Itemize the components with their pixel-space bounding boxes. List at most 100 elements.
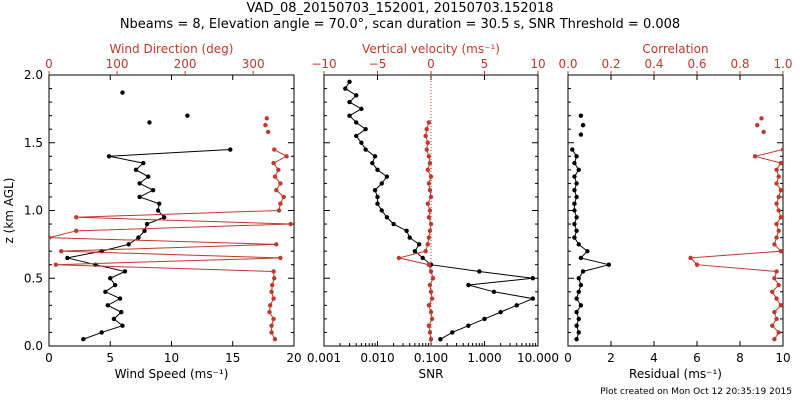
- data-point: [585, 248, 590, 254]
- data-point: [375, 167, 380, 173]
- series-correlation: [688, 147, 783, 342]
- series-line: [689, 149, 783, 340]
- data-point: [466, 282, 471, 288]
- data-point: [498, 309, 503, 315]
- data-point: [427, 187, 433, 193]
- data-point: [428, 309, 434, 315]
- data-point: [572, 201, 577, 206]
- series-residual-isolated-: [578, 113, 586, 137]
- data-point: [136, 235, 141, 240]
- data-point: [774, 316, 779, 322]
- panel-residual: 0 2 4 6 8 10 Residual (ms⁻¹) 0.0 0.2 0.4 0.6 0.8 1.0…: [558, 42, 792, 381]
- data-point: [778, 303, 783, 308]
- data-point: [778, 215, 783, 220]
- top-tick-label: 0.2: [601, 57, 620, 71]
- data-point: [147, 120, 152, 125]
- data-point: [276, 208, 282, 213]
- data-point: [278, 255, 283, 261]
- data-point: [774, 269, 779, 274]
- data-point: [271, 160, 276, 166]
- data-point: [272, 276, 277, 281]
- plot-frame: [567, 74, 784, 347]
- data-point: [370, 160, 375, 166]
- data-point: [776, 330, 781, 335]
- data-point: [429, 296, 435, 301]
- data-point: [574, 309, 579, 315]
- bottom-axis-label: Residual (ms⁻¹): [629, 367, 722, 381]
- data-point: [774, 201, 779, 206]
- bottom-tick-label: 2: [607, 351, 615, 365]
- data-point: [111, 316, 117, 322]
- top-tick-label: 0.4: [644, 57, 663, 71]
- data-point: [759, 116, 764, 121]
- top-axis-label: Wind Direction (deg): [110, 42, 234, 56]
- data-point: [354, 133, 359, 139]
- data-point: [574, 337, 579, 342]
- data-point: [372, 187, 378, 193]
- data-point: [375, 201, 380, 206]
- data-point: [384, 215, 390, 220]
- data-point: [272, 337, 278, 342]
- data-point: [141, 160, 146, 166]
- bottom-tick-label: 1.000: [467, 351, 501, 365]
- data-point: [396, 255, 402, 261]
- data-point: [574, 215, 579, 220]
- data-point: [276, 167, 281, 173]
- data-point: [137, 194, 142, 200]
- data-point: [363, 127, 368, 132]
- top-tick-label: 0: [427, 57, 435, 71]
- data-point: [270, 282, 275, 288]
- bottom-axis-label: Wind Speed (ms⁻¹): [115, 367, 229, 381]
- data-point: [137, 181, 142, 186]
- data-point: [576, 289, 581, 294]
- data-point: [274, 242, 279, 247]
- data-point: [580, 269, 586, 274]
- data-point: [438, 337, 443, 342]
- data-point: [427, 208, 433, 213]
- data-point: [271, 296, 276, 301]
- data-point: [428, 221, 434, 227]
- top-tick-label: 0: [45, 57, 53, 71]
- bottom-tick-label: 8: [736, 351, 744, 365]
- top-tick-label: 300: [242, 57, 265, 71]
- data-point: [347, 99, 352, 105]
- data-point: [120, 90, 125, 95]
- data-point: [578, 255, 584, 261]
- data-point: [425, 201, 430, 206]
- y-axis-label: z (km AGL): [2, 178, 16, 244]
- bottom-tick-label: 15: [225, 351, 240, 365]
- panel-wind: 0 5 10 15 20 Wind Speed (ms⁻¹) 0 100 200 300 Wind …: [2, 42, 302, 381]
- top-tick-label: −5: [369, 57, 387, 71]
- top-tick-label: −10: [311, 57, 336, 71]
- data-point: [423, 133, 428, 139]
- data-point: [424, 147, 429, 152]
- data-point: [423, 248, 428, 254]
- data-point: [572, 160, 577, 166]
- data-point: [425, 242, 430, 247]
- panel-snr: 0.001 0.010 0.100 1.000 10.000 SNR −10 −5 0 5 10 Ve…: [307, 42, 559, 381]
- bottom-tick-label: 10: [775, 351, 790, 365]
- bottom-tick-label: 6: [693, 351, 701, 365]
- data-point: [578, 282, 584, 288]
- data-point: [572, 187, 577, 193]
- bottom-tick-label: 0: [564, 351, 572, 365]
- data-point: [774, 181, 779, 186]
- data-point: [281, 194, 286, 200]
- series-wind-direction-isolated-: [263, 116, 271, 135]
- data-point: [185, 113, 190, 118]
- data-point: [428, 174, 434, 179]
- data-point: [384, 174, 390, 179]
- series-line: [344, 81, 535, 340]
- data-point: [120, 323, 125, 328]
- data-point: [157, 201, 162, 206]
- data-point: [269, 323, 274, 328]
- data-point: [572, 235, 577, 240]
- data-point: [428, 269, 434, 274]
- data-point: [407, 235, 412, 240]
- data-point: [264, 116, 269, 121]
- bottom-tick-label: 10.000: [517, 351, 559, 365]
- data-point: [576, 276, 581, 281]
- top-axis-label: Vertical velocity (ms⁻¹): [362, 42, 500, 56]
- data-point: [776, 174, 781, 179]
- plot-title: VAD_08_20150703_152001, 20150703.152018: [246, 1, 554, 16]
